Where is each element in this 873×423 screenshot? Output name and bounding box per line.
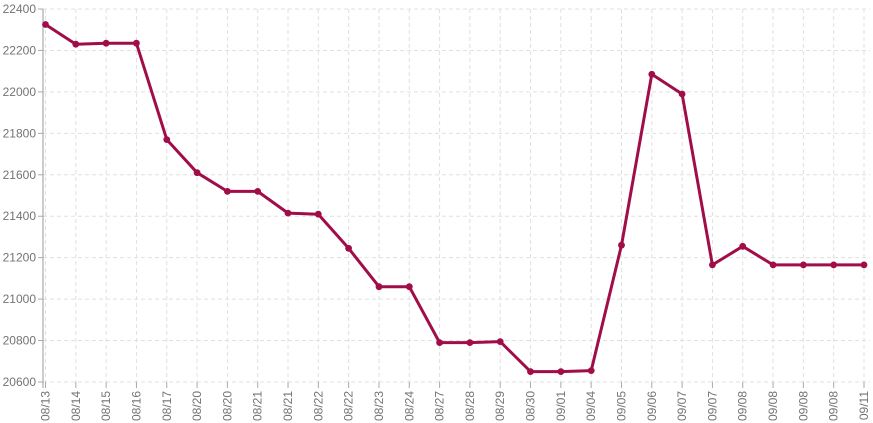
y-gridlines	[43, 8, 870, 383]
x-axis-label: 09/08	[766, 391, 780, 421]
data-point-marker	[163, 136, 171, 144]
x-axis-label: 08/20	[190, 391, 204, 421]
x-axis-label: 08/21	[281, 391, 295, 421]
data-point-marker	[193, 169, 201, 177]
x-gridlines	[45, 9, 865, 382]
data-point-marker	[102, 39, 110, 47]
y-axis-label: 20800	[3, 334, 37, 348]
x-axis-ticks	[45, 382, 865, 388]
y-axis-labels: 22400 22200 22000 21800 21600 21400 21200 21000…	[3, 2, 37, 389]
y-axis-label: 21800	[3, 126, 37, 140]
data-point-marker	[648, 70, 656, 78]
y-axis-label: 22400	[3, 2, 37, 16]
data-point-marker	[224, 188, 231, 195]
data-point-marker	[860, 261, 868, 269]
data-point-marker	[284, 209, 292, 217]
data-point-marker	[314, 210, 322, 218]
data-point-marker	[42, 21, 49, 28]
x-axis-label: 08/22	[342, 391, 356, 421]
data-point-marker	[375, 283, 383, 291]
y-axis-label: 21200	[3, 251, 37, 265]
data-points	[42, 21, 868, 375]
y-axis-label: 22000	[3, 85, 37, 99]
data-point-marker	[254, 188, 262, 195]
y-axis-label: 20600	[3, 375, 37, 389]
y-axis-ticks	[38, 8, 43, 383]
x-axis-label: 08/15	[99, 391, 113, 421]
data-point-marker	[527, 368, 534, 375]
data-point-marker	[587, 367, 595, 374]
x-axis-label: 08/23	[372, 391, 386, 421]
data-point-marker	[405, 283, 413, 291]
data-point-marker	[436, 339, 443, 346]
x-axis-label: 08/24	[402, 391, 416, 421]
x-axis-label: 08/21	[251, 391, 265, 421]
x-axis-label: 09/11	[857, 391, 871, 420]
x-axis-labels: 08/13 08/14 08/15 08/16 08/17 08/20 08/20 08/21…	[39, 391, 872, 421]
x-axis-label: 08/17	[160, 391, 174, 421]
x-axis-label: 08/14	[69, 391, 83, 421]
x-axis-label: 08/30	[524, 391, 538, 421]
data-point-marker	[557, 368, 565, 375]
x-axis-label: 08/16	[129, 391, 143, 421]
x-axis-label: 08/22	[311, 391, 325, 421]
data-point-marker	[345, 244, 352, 252]
x-axis-label: 09/08	[736, 391, 750, 421]
data-point-marker	[466, 339, 474, 346]
y-axis-label: 21400	[3, 209, 37, 223]
x-axis-label: 09/08	[827, 391, 841, 421]
y-axis-label: 22200	[3, 43, 37, 57]
x-axis-label: 09/07	[705, 391, 719, 421]
x-axis-label: 08/29	[493, 391, 507, 421]
data-point-marker	[678, 90, 686, 98]
x-axis-label: 08/13	[39, 391, 53, 421]
data-point-marker	[133, 39, 140, 47]
data-point-marker	[72, 40, 80, 48]
x-axis-label: 09/06	[645, 391, 659, 421]
x-axis-label: 08/27	[433, 391, 447, 421]
data-point-marker	[618, 241, 625, 249]
data-point-marker	[739, 242, 747, 250]
data-point-marker	[496, 338, 504, 345]
series-line	[44, 23, 866, 374]
x-axis-label: 09/01	[554, 391, 568, 421]
data-point-marker	[769, 261, 777, 269]
y-axis-label: 21600	[3, 168, 37, 182]
x-axis-label: 09/08	[796, 391, 810, 421]
x-axis-label: 09/05	[614, 391, 628, 421]
x-axis-label: 08/20	[220, 391, 234, 421]
y-axis-label: 21000	[3, 292, 37, 306]
data-point-marker	[830, 261, 838, 269]
x-axis-label: 09/07	[675, 391, 689, 421]
x-axis-label: 08/28	[463, 391, 477, 421]
x-axis-label: 09/04	[584, 391, 598, 421]
data-point-marker	[709, 261, 716, 269]
data-point-marker	[800, 261, 807, 269]
